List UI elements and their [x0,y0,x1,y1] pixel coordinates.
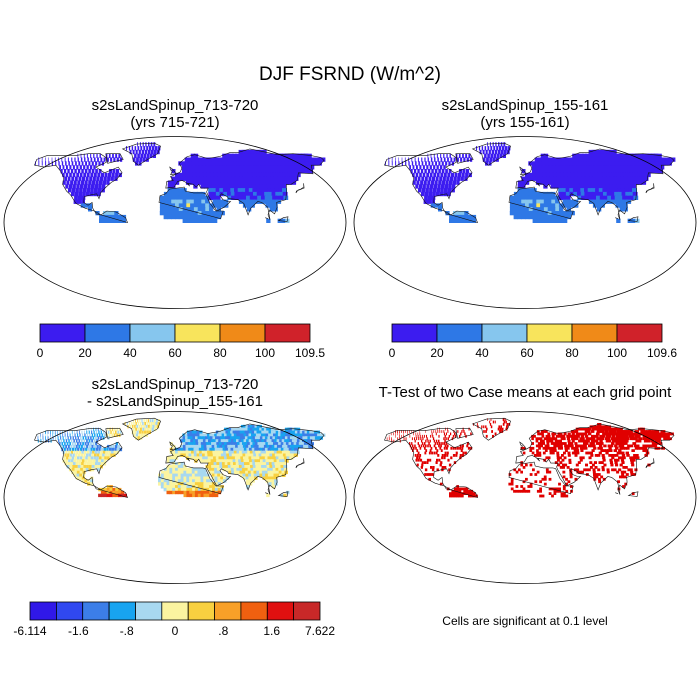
colorbar-box [571,323,618,343]
panel-2-map [353,136,697,309]
colorbar-label: 80 [213,346,227,360]
colorbar-box [526,323,573,343]
significant-cells [386,418,674,498]
colorbar-label: -.8 [120,624,134,638]
colorbar-box [29,601,57,621]
colorbar-label: 100 [255,346,275,360]
coastlines [384,142,675,223]
panel-4-map [353,411,697,584]
land-cells [35,142,326,223]
colorbar-label: 0 [37,346,44,360]
colorbar-box [161,601,189,621]
panel-2-title: s2sLandSpinup_155-161 [441,97,609,114]
coastlines [34,142,325,223]
coastlines [384,417,675,498]
colorbar-box [266,601,295,621]
colorbar-box [264,323,311,343]
panel-2-colorbar: 0 20 40 60 80 100 109.6 [389,323,677,360]
colorbar-label: 40 [475,346,489,360]
panel-1-colorbar: 0 20 40 60 80 100 109.5 [37,323,325,360]
colorbar-box [129,323,176,343]
colorbar-box [293,601,321,621]
map-border [353,411,697,584]
panel-2-subtitle: (yrs 155-161) [480,114,570,131]
colorbar-label: -1.6 [68,624,89,638]
colorbar-label: 7.622 [305,624,335,638]
colorbar-label: 20 [78,346,92,360]
colorbar-label: 0 [172,624,179,638]
colorbar-box [108,601,136,621]
colorbar-label: 1.6 [263,624,280,638]
colorbar-label: .8 [218,624,228,638]
colorbar-label: 60 [168,346,182,360]
colorbar-box [436,323,483,343]
colorbar-box [82,601,110,621]
colorbar-box [174,323,221,343]
colorbar-label: 40 [123,346,137,360]
map-border [3,411,347,584]
colorbar-label: 80 [565,346,579,360]
colorbar-box [39,323,86,343]
colorbar-box [187,601,215,621]
colorbar-label: 20 [430,346,444,360]
coastlines [34,417,325,498]
colorbar-box [219,323,266,343]
colorbar-box [56,601,84,621]
panel-1-subtitle: (yrs 715-721) [130,114,220,131]
colorbar-box [84,323,131,343]
colorbar-box [616,323,663,343]
land-cells [385,142,676,223]
significance-note: Cells are significant at 0.1 level [442,614,608,628]
figure-title: DJF FSRND (W/m^2) [258,64,441,85]
colorbar-label: 100 [607,346,627,360]
colorbar-label: 0 [389,346,396,360]
colorbar-box [135,601,163,621]
colorbar-label: -6.114 [13,624,46,638]
map-border [353,136,697,309]
colorbar-box [481,323,528,343]
panel-4-title: T-Test of two Case means at each grid po… [378,384,672,401]
panel-3-map [3,411,347,584]
panel-3-subtitle: - s2sLandSpinup_155-161 [87,393,263,410]
panel-3-colorbar: -6.114 -1.6 -.8 0 .8 1.6 7.622 [13,601,335,638]
colorbar-box [240,601,268,621]
colorbar-label: 109.5 [295,346,325,360]
panel-1-title: s2sLandSpinup_713-720 [91,97,259,114]
panel-3-title: s2sLandSpinup_713-720 [91,376,259,393]
map-border [3,136,347,309]
colorbar-label: 60 [520,346,534,360]
colorbar-label: 109.6 [647,346,677,360]
panel-1-map [3,136,347,309]
colorbar-box [214,601,242,621]
colorbar-box [391,323,438,343]
